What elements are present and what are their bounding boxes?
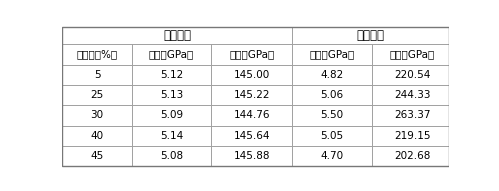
Bar: [292, 146, 372, 166]
Text: 4.82: 4.82: [320, 70, 344, 80]
Bar: [372, 44, 453, 65]
Text: 5.14: 5.14: [160, 131, 183, 141]
Text: 热处理前: 热处理前: [164, 29, 192, 42]
Bar: [292, 105, 372, 125]
Text: 4.70: 4.70: [320, 151, 344, 161]
Bar: [62, 65, 132, 85]
Bar: [132, 65, 211, 85]
Text: 220.54: 220.54: [394, 70, 431, 80]
Text: 25: 25: [90, 90, 104, 100]
Bar: [62, 125, 132, 146]
Text: 强度（GPa）: 强度（GPa）: [149, 49, 194, 59]
Text: 5.12: 5.12: [160, 70, 183, 80]
Text: 145.22: 145.22: [234, 90, 270, 100]
Text: 244.33: 244.33: [394, 90, 431, 100]
Bar: [292, 85, 372, 105]
Text: 含水率（%）: 含水率（%）: [77, 49, 118, 59]
Bar: [62, 146, 132, 166]
Bar: [372, 105, 453, 125]
Bar: [132, 44, 211, 65]
Bar: [132, 105, 211, 125]
Text: 5.13: 5.13: [160, 90, 183, 100]
Bar: [211, 125, 292, 146]
Text: 30: 30: [91, 110, 104, 121]
Text: 热处理后: 热处理后: [357, 29, 385, 42]
Text: 模量（GPa）: 模量（GPa）: [390, 49, 435, 59]
Text: 5.06: 5.06: [320, 90, 344, 100]
Bar: [211, 44, 292, 65]
Text: 5.09: 5.09: [160, 110, 183, 121]
Text: 45: 45: [90, 151, 104, 161]
Text: 5.50: 5.50: [320, 110, 344, 121]
Bar: [292, 125, 372, 146]
Text: 5.08: 5.08: [160, 151, 183, 161]
Bar: [292, 27, 449, 44]
Bar: [372, 125, 453, 146]
Bar: [211, 146, 292, 166]
Bar: [292, 44, 372, 65]
Bar: [132, 125, 211, 146]
Bar: [372, 146, 453, 166]
Text: 202.68: 202.68: [394, 151, 431, 161]
Text: 强度（GPa）: 强度（GPa）: [309, 49, 355, 59]
Bar: [372, 85, 453, 105]
Bar: [372, 65, 453, 85]
Bar: [62, 27, 292, 44]
Bar: [211, 65, 292, 85]
Text: 145.88: 145.88: [234, 151, 270, 161]
Bar: [62, 105, 132, 125]
Bar: [211, 105, 292, 125]
Text: 5: 5: [94, 70, 100, 80]
Text: 40: 40: [91, 131, 104, 141]
Text: 145.64: 145.64: [234, 131, 270, 141]
Text: 219.15: 219.15: [394, 131, 431, 141]
Bar: [292, 65, 372, 85]
Bar: [211, 85, 292, 105]
Bar: [62, 44, 132, 65]
Text: 145.00: 145.00: [234, 70, 270, 80]
Text: 144.76: 144.76: [234, 110, 270, 121]
Text: 5.05: 5.05: [320, 131, 344, 141]
Text: 模量（GPa）: 模量（GPa）: [229, 49, 274, 59]
Bar: [62, 85, 132, 105]
Text: 263.37: 263.37: [394, 110, 431, 121]
Bar: [132, 85, 211, 105]
Bar: [132, 146, 211, 166]
